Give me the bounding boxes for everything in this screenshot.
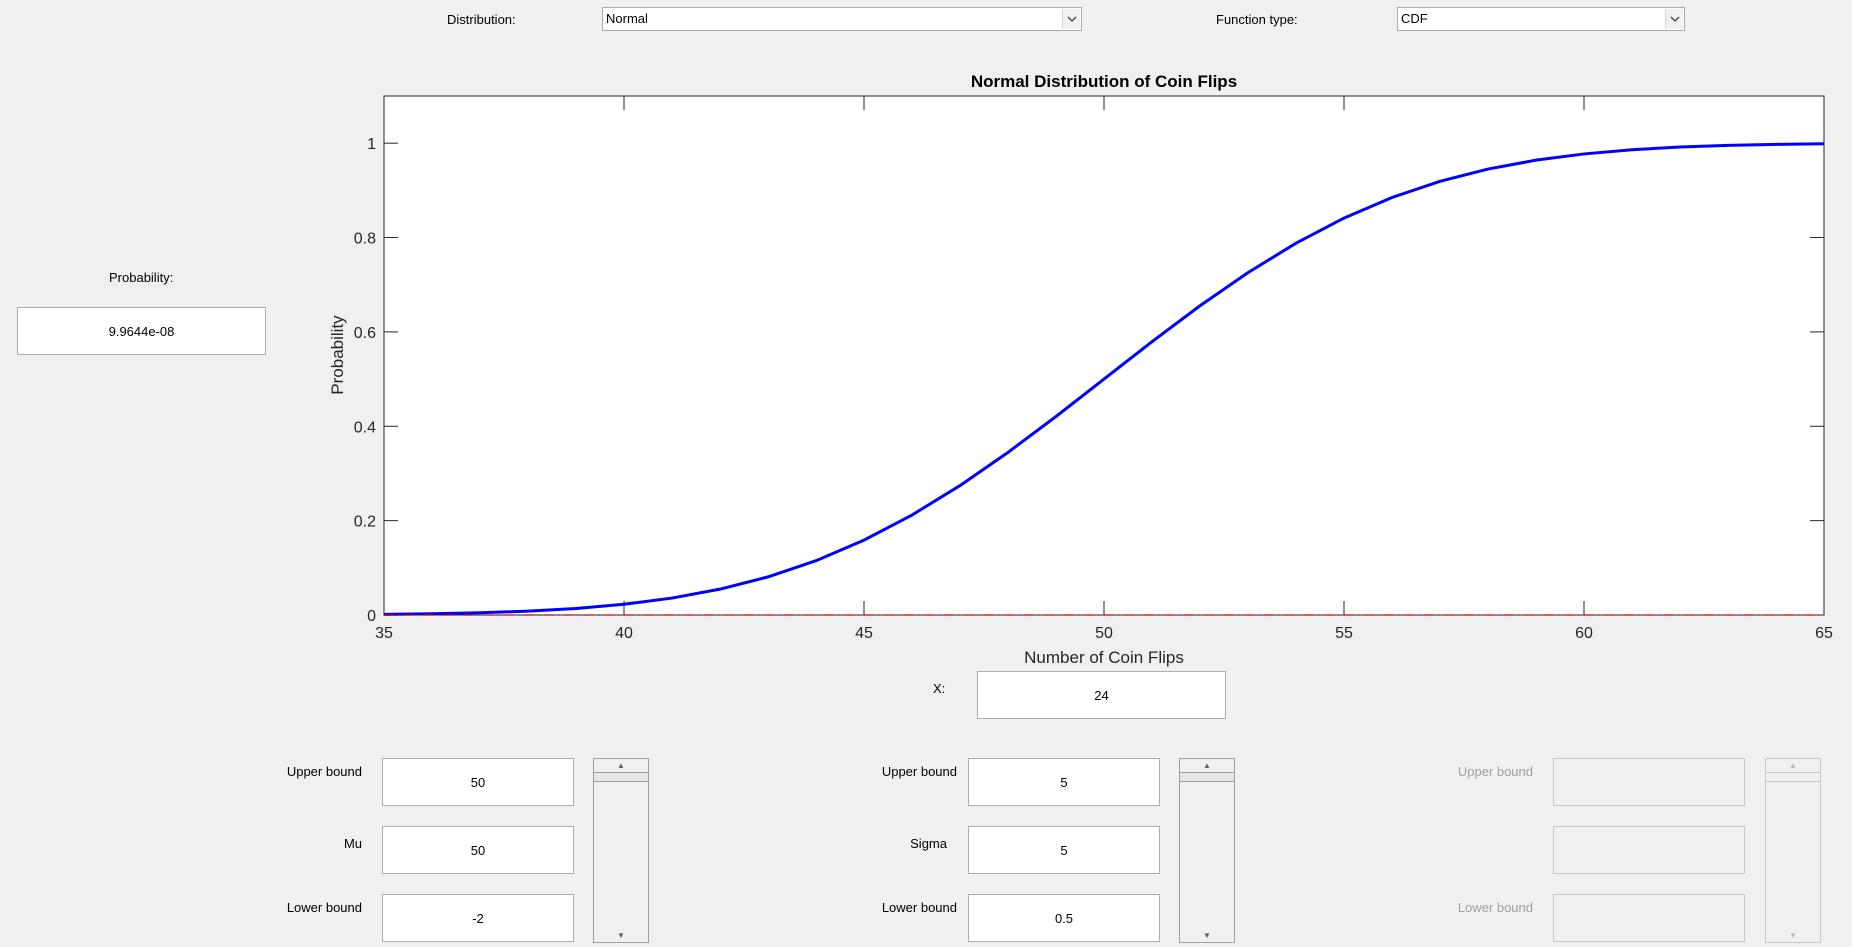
mu-lower-bound-label: Lower bound (286, 900, 362, 915)
param3-slider: ▲ ▼ (1765, 758, 1821, 943)
x-axis-ticks: 35 40 45 50 55 60 65 (375, 96, 1833, 642)
x-value: 24 (1094, 687, 1109, 703)
sigma-lower-bound-value: 0.5 (1054, 910, 1074, 926)
mu-slider-thumb[interactable] (594, 772, 648, 782)
triangle-up-icon[interactable]: ▲ (594, 759, 648, 772)
sigma-slider[interactable]: ▲ ▼ (1179, 758, 1235, 943)
y-axis-label: Probability (328, 315, 347, 395)
probability-value-field: 9.9644e-08 (17, 307, 266, 355)
y-tick-label: 0.8 (354, 231, 376, 248)
param3-upper-bound-input (1553, 758, 1745, 806)
triangle-down-icon: ▼ (1766, 929, 1820, 942)
mu-label: Mu (343, 836, 362, 851)
cdf-line (383, 142, 1825, 616)
x-tick-label: 45 (855, 625, 873, 642)
y-tick-label: 1 (367, 136, 376, 153)
param3-lower-bound-label: Lower bound (1457, 900, 1533, 915)
y-axis-ticks: 0 0.2 0.4 0.6 0.8 1 (354, 136, 1824, 625)
x-tick-label: 40 (615, 625, 633, 642)
triangle-up-icon[interactable]: ▲ (1180, 759, 1234, 772)
sigma-input[interactable]: 5 (968, 826, 1160, 874)
function-type-select[interactable]: CDF (1397, 7, 1685, 31)
triangle-up-icon: ▲ (1766, 759, 1820, 772)
mu-input[interactable]: 50 (382, 826, 574, 874)
sigma-upper-bound-value: 5 (1060, 774, 1068, 790)
param3-upper-bound-label: Upper bound (1457, 764, 1533, 779)
x-tick-label: 55 (1335, 625, 1353, 642)
sigma-upper-bound-label: Upper bound (881, 764, 957, 779)
mu-upper-bound-value: 50 (470, 774, 486, 790)
param3-lower-bound-input (1553, 894, 1745, 942)
mu-upper-bound-input[interactable]: 50 (382, 758, 574, 806)
triangle-down-icon[interactable]: ▼ (594, 929, 648, 942)
y-tick-label: 0.2 (354, 514, 376, 531)
distribution-value: Normal (606, 11, 648, 26)
plot-area (383, 95, 1825, 616)
mu-lower-bound-value: -2 (472, 910, 484, 926)
x-tick-label: 35 (375, 625, 393, 642)
sigma-slider-thumb[interactable] (1180, 772, 1234, 782)
function-type-label: Function type: (1216, 12, 1298, 27)
chart-series (383, 142, 1825, 616)
mu-value: 50 (470, 842, 486, 858)
probability-value: 9.9644e-08 (108, 323, 175, 339)
x-label: X: (933, 681, 946, 696)
sigma-lower-bound-label: Lower bound (881, 900, 957, 915)
x-tick-label: 60 (1575, 625, 1593, 642)
sigma-value: 5 (1060, 842, 1068, 858)
mu-slider[interactable]: ▲ ▼ (593, 758, 649, 943)
param3-slider-thumb (1766, 772, 1820, 782)
triangle-down-icon[interactable]: ▼ (1180, 929, 1234, 942)
mu-lower-bound-input[interactable]: -2 (382, 894, 574, 942)
probability-label: Probability: (109, 270, 174, 285)
x-tick-label: 65 (1815, 625, 1833, 642)
x-tick-label: 50 (1095, 625, 1113, 642)
distribution-select[interactable]: Normal (602, 7, 1082, 31)
distribution-label: Distribution: (447, 12, 516, 27)
chevron-down-icon[interactable] (1665, 9, 1683, 29)
param3-input (1553, 826, 1745, 874)
chevron-down-icon[interactable] (1062, 9, 1080, 29)
function-type-value: CDF (1401, 11, 1428, 26)
sigma-upper-bound-input[interactable]: 5 (968, 758, 1160, 806)
sigma-label: Sigma (910, 836, 947, 851)
x-input[interactable]: 24 (977, 671, 1226, 719)
y-tick-label: 0.4 (354, 419, 376, 436)
chart-title: Normal Distribution of Coin Flips (971, 72, 1237, 91)
y-tick-label: 0 (367, 608, 376, 625)
y-tick-label: 0.6 (354, 325, 376, 342)
mu-upper-bound-label: Upper bound (286, 764, 362, 779)
sigma-lower-bound-input[interactable]: 0.5 (968, 894, 1160, 942)
x-axis-label: Number of Coin Flips (1024, 648, 1184, 667)
probability-chart: 35 40 45 50 55 60 65 0 0.2 0.4 0.6 0.8 1 Normal Dis… (328, 72, 1833, 667)
